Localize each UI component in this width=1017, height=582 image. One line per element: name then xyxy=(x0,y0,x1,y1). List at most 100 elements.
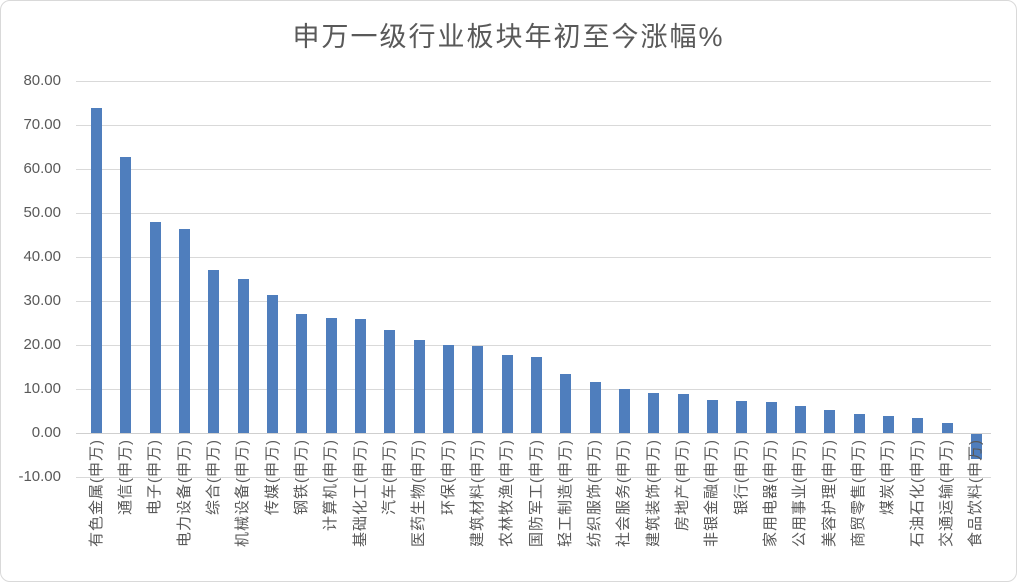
x-axis-category: 建筑装饰(申万) xyxy=(645,438,662,547)
x-axis-category-label: 医药生物(申万) xyxy=(410,439,428,547)
chart-title: 申万一级行业板块年初至今涨幅% xyxy=(292,22,725,52)
x-axis-category-label: 交通运输(申万) xyxy=(938,439,956,547)
x-axis-category: 纺织服饰(申万) xyxy=(586,438,603,547)
x-axis-category: 建筑材料(申万) xyxy=(469,438,486,547)
x-axis-category-label: 基础化工(申万) xyxy=(351,439,369,547)
x-axis-category: 农林牧渔(申万) xyxy=(498,438,515,547)
x-axis-category-label: 轻工制造(申万) xyxy=(556,439,574,547)
x-axis-category-label: 钢铁(申万) xyxy=(292,439,310,515)
bar xyxy=(941,423,953,433)
x-axis-category: 传媒(申万) xyxy=(264,438,281,515)
bar xyxy=(618,389,630,433)
bar xyxy=(355,318,367,433)
y-axis-tick-label: 30.00 xyxy=(23,292,61,309)
bar xyxy=(531,357,542,433)
bar xyxy=(794,406,806,433)
x-axis-category: 电子(申万) xyxy=(146,438,163,515)
gridline xyxy=(76,345,991,346)
bar xyxy=(648,393,660,433)
bar xyxy=(267,295,279,433)
x-axis-category-label: 建筑装饰(申万) xyxy=(644,439,662,547)
x-axis-category: 公用事业(申万) xyxy=(791,438,808,547)
x-axis-category: 综合(申万) xyxy=(205,438,222,515)
x-axis-category: 通信(申万) xyxy=(117,438,134,515)
bar xyxy=(853,414,865,433)
x-axis-category-label: 建筑材料(申万) xyxy=(468,439,486,547)
x-axis-category: 石油石化(申万) xyxy=(909,438,926,547)
zero-axis-line xyxy=(76,433,991,434)
gridline xyxy=(76,81,991,82)
x-axis-category-label: 机械设备(申万) xyxy=(234,439,252,547)
y-axis-tick-label: 50.00 xyxy=(23,204,61,221)
bar xyxy=(501,355,513,433)
x-axis-category: 美容护理(申万) xyxy=(821,438,838,547)
x-axis-category-label: 国防军工(申万) xyxy=(527,439,545,547)
x-axis-category-label: 商贸零售(申万) xyxy=(850,439,868,547)
x-axis-category-label: 银行(申万) xyxy=(732,439,750,515)
x-axis-category: 煤炭(申万) xyxy=(879,438,896,515)
x-axis-category-label: 电子(申万) xyxy=(146,439,164,515)
bar xyxy=(736,401,748,433)
y-axis-tick-label: 10.00 xyxy=(23,380,61,397)
x-axis-category: 有色金属(申万) xyxy=(88,438,105,547)
bar xyxy=(765,402,777,433)
gridline xyxy=(76,477,991,478)
bar xyxy=(882,416,894,433)
x-axis-category-label: 农林牧渔(申万) xyxy=(498,439,516,547)
x-axis-category: 社会服务(申万) xyxy=(615,438,632,547)
x-axis-category-label: 电力设备(申万) xyxy=(175,439,193,547)
bar xyxy=(120,156,132,433)
x-axis-category-label: 家用电器(申万) xyxy=(762,439,780,547)
gridline xyxy=(76,301,991,302)
y-axis-tick-label: 60.00 xyxy=(23,160,61,177)
x-axis-category-label: 通信(申万) xyxy=(116,439,134,515)
x-axis-category: 家用电器(申万) xyxy=(762,438,779,547)
x-axis-category-label: 美容护理(申万) xyxy=(820,439,838,547)
bar xyxy=(296,313,308,433)
x-axis-category: 电力设备(申万) xyxy=(176,438,193,547)
x-axis-category: 国防军工(申万) xyxy=(528,438,545,547)
bar xyxy=(706,400,718,433)
bar xyxy=(443,345,455,433)
y-axis-tick-label: 0.00 xyxy=(31,424,61,441)
x-axis-category-label: 有色金属(申万) xyxy=(87,439,105,547)
bar xyxy=(677,393,689,433)
y-axis-tick-label: 80.00 xyxy=(23,72,61,89)
bar xyxy=(237,279,249,433)
bar xyxy=(589,381,601,433)
x-axis-category: 钢铁(申万) xyxy=(293,438,310,515)
x-axis-category: 食品饮料(申万) xyxy=(967,438,984,547)
x-axis-category: 计算机(申万) xyxy=(322,438,339,531)
x-axis-category-label: 社会服务(申万) xyxy=(615,439,633,547)
x-axis-category-label: 计算机(申万) xyxy=(322,439,340,531)
x-axis-category-label: 环保(申万) xyxy=(439,439,457,515)
bar xyxy=(912,418,924,433)
x-axis-category: 医药生物(申万) xyxy=(410,438,427,547)
x-axis-category: 基础化工(申万) xyxy=(352,438,369,547)
gridline xyxy=(76,257,991,258)
gridline xyxy=(76,169,991,170)
bar xyxy=(970,434,982,459)
x-axis-category: 交通运输(申万) xyxy=(938,438,955,547)
y-axis-tick-label: 40.00 xyxy=(23,248,61,265)
x-axis-category-label: 综合(申万) xyxy=(204,439,222,515)
x-axis-category-label: 非银金融(申万) xyxy=(703,439,721,547)
bar xyxy=(179,229,191,433)
x-axis-category-label: 食品饮料(申万) xyxy=(967,439,985,547)
bar xyxy=(560,374,572,433)
bar xyxy=(91,107,103,433)
bar xyxy=(384,330,396,433)
x-axis-category-label: 煤炭(申万) xyxy=(879,439,897,515)
gridline xyxy=(76,125,991,126)
y-axis-tick-label: 20.00 xyxy=(23,336,61,353)
x-axis-category: 轻工制造(申万) xyxy=(557,438,574,547)
x-axis-category: 商贸零售(申万) xyxy=(850,438,867,547)
x-axis-category-label: 传媒(申万) xyxy=(263,439,281,515)
y-axis-tick-label: -10.00 xyxy=(18,468,61,485)
bar xyxy=(208,269,220,433)
x-axis-category-label: 汽车(申万) xyxy=(380,439,398,515)
bar xyxy=(472,345,484,433)
bar xyxy=(325,317,337,433)
x-axis-category-label: 纺织服饰(申万) xyxy=(586,439,604,547)
